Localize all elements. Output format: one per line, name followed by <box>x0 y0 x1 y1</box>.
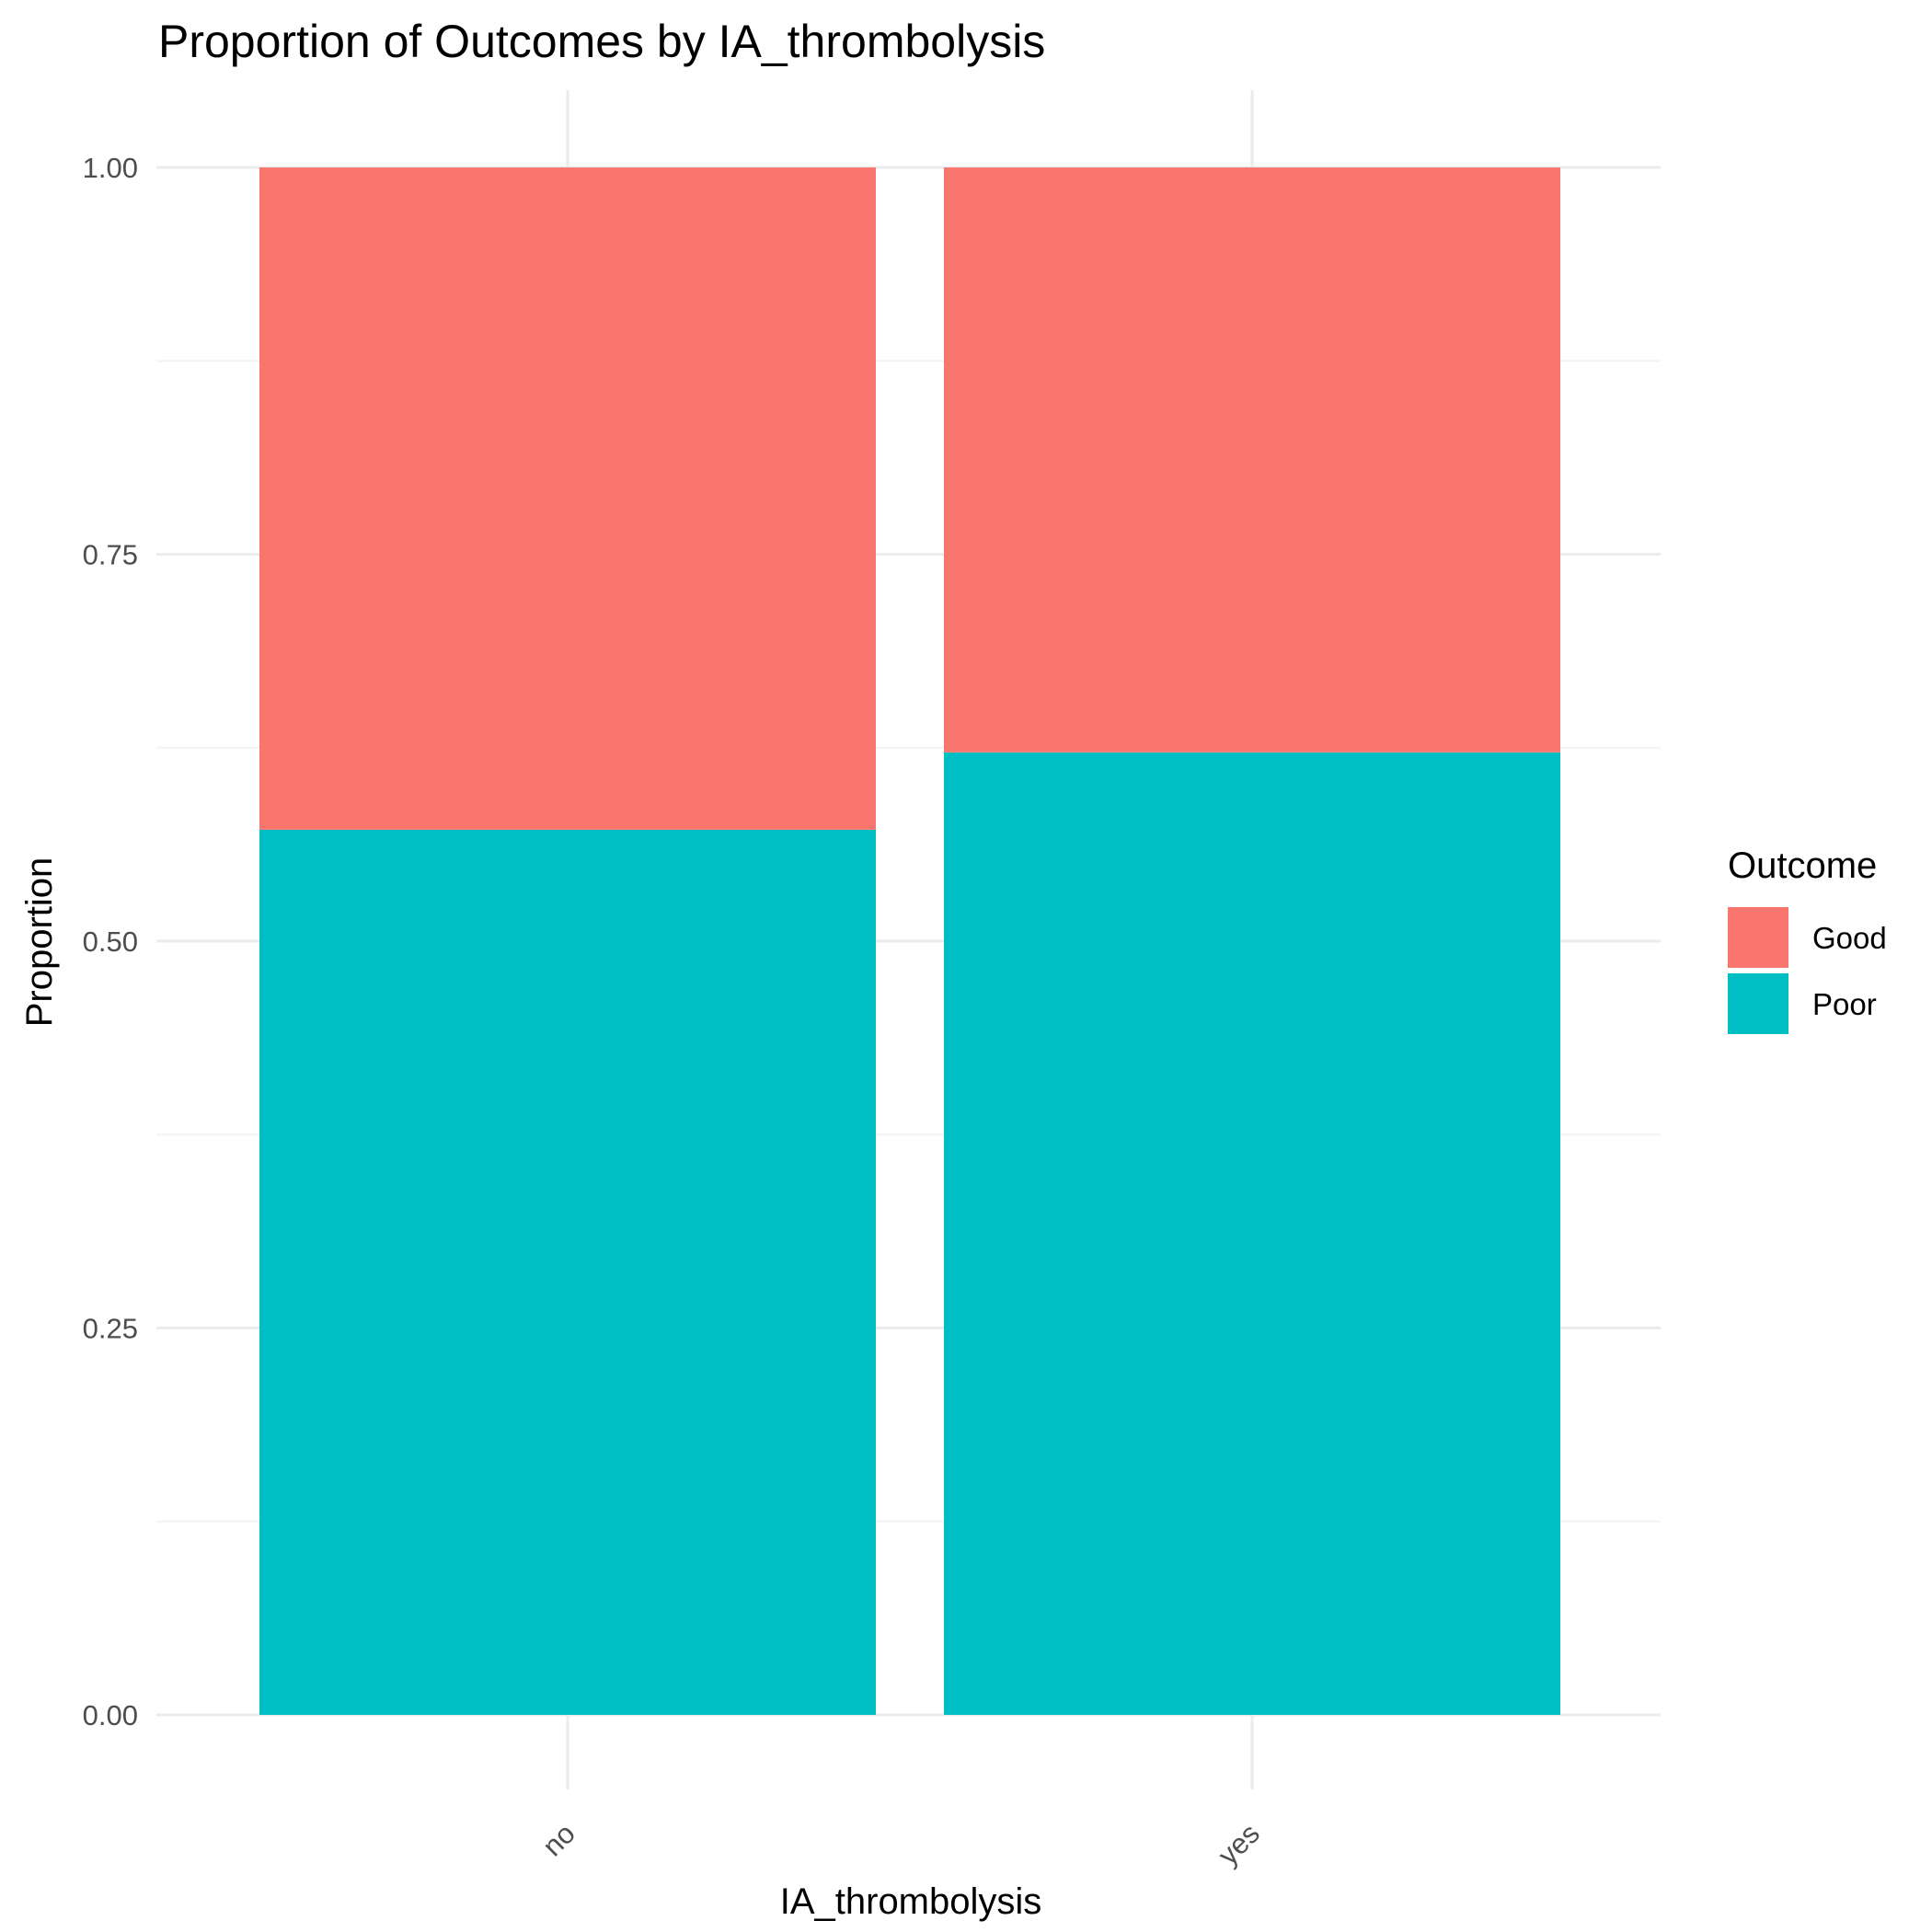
x-tick-label-no: no <box>536 1817 581 1862</box>
chart-title: Proportion of Outcomes by IA_thrombolysi… <box>158 16 1045 67</box>
x-axis-tick-labels: no yes <box>536 1817 1266 1871</box>
legend: Outcome Good Poor <box>1728 845 1887 1034</box>
y-axis-title: Proportion <box>19 857 60 1028</box>
legend-swatch-poor <box>1728 973 1788 1034</box>
legend-label-poor: Poor <box>1812 987 1877 1021</box>
bar-yes-good <box>944 167 1560 753</box>
x-axis-title: IA_thrombolysis <box>780 1881 1042 1922</box>
bar-no-poor <box>259 829 876 1715</box>
y-tick-label: 0.75 <box>83 539 138 571</box>
y-axis-tick-labels: 0.00 0.25 0.50 0.75 1.00 <box>83 152 138 1731</box>
legend-title: Outcome <box>1728 845 1877 886</box>
bar-no-good <box>259 167 876 830</box>
stacked-bars <box>259 167 1560 1715</box>
x-tick-label-yes: yes <box>1212 1817 1266 1871</box>
y-tick-label: 1.00 <box>83 152 138 184</box>
legend-items: Good Poor <box>1728 907 1887 1034</box>
y-tick-label: 0.25 <box>83 1313 138 1345</box>
legend-swatch-good <box>1728 907 1788 968</box>
y-tick-label: 0.00 <box>83 1699 138 1731</box>
y-tick-label: 0.50 <box>83 926 138 958</box>
bar-yes-poor <box>944 752 1560 1715</box>
legend-label-good: Good <box>1812 921 1887 955</box>
